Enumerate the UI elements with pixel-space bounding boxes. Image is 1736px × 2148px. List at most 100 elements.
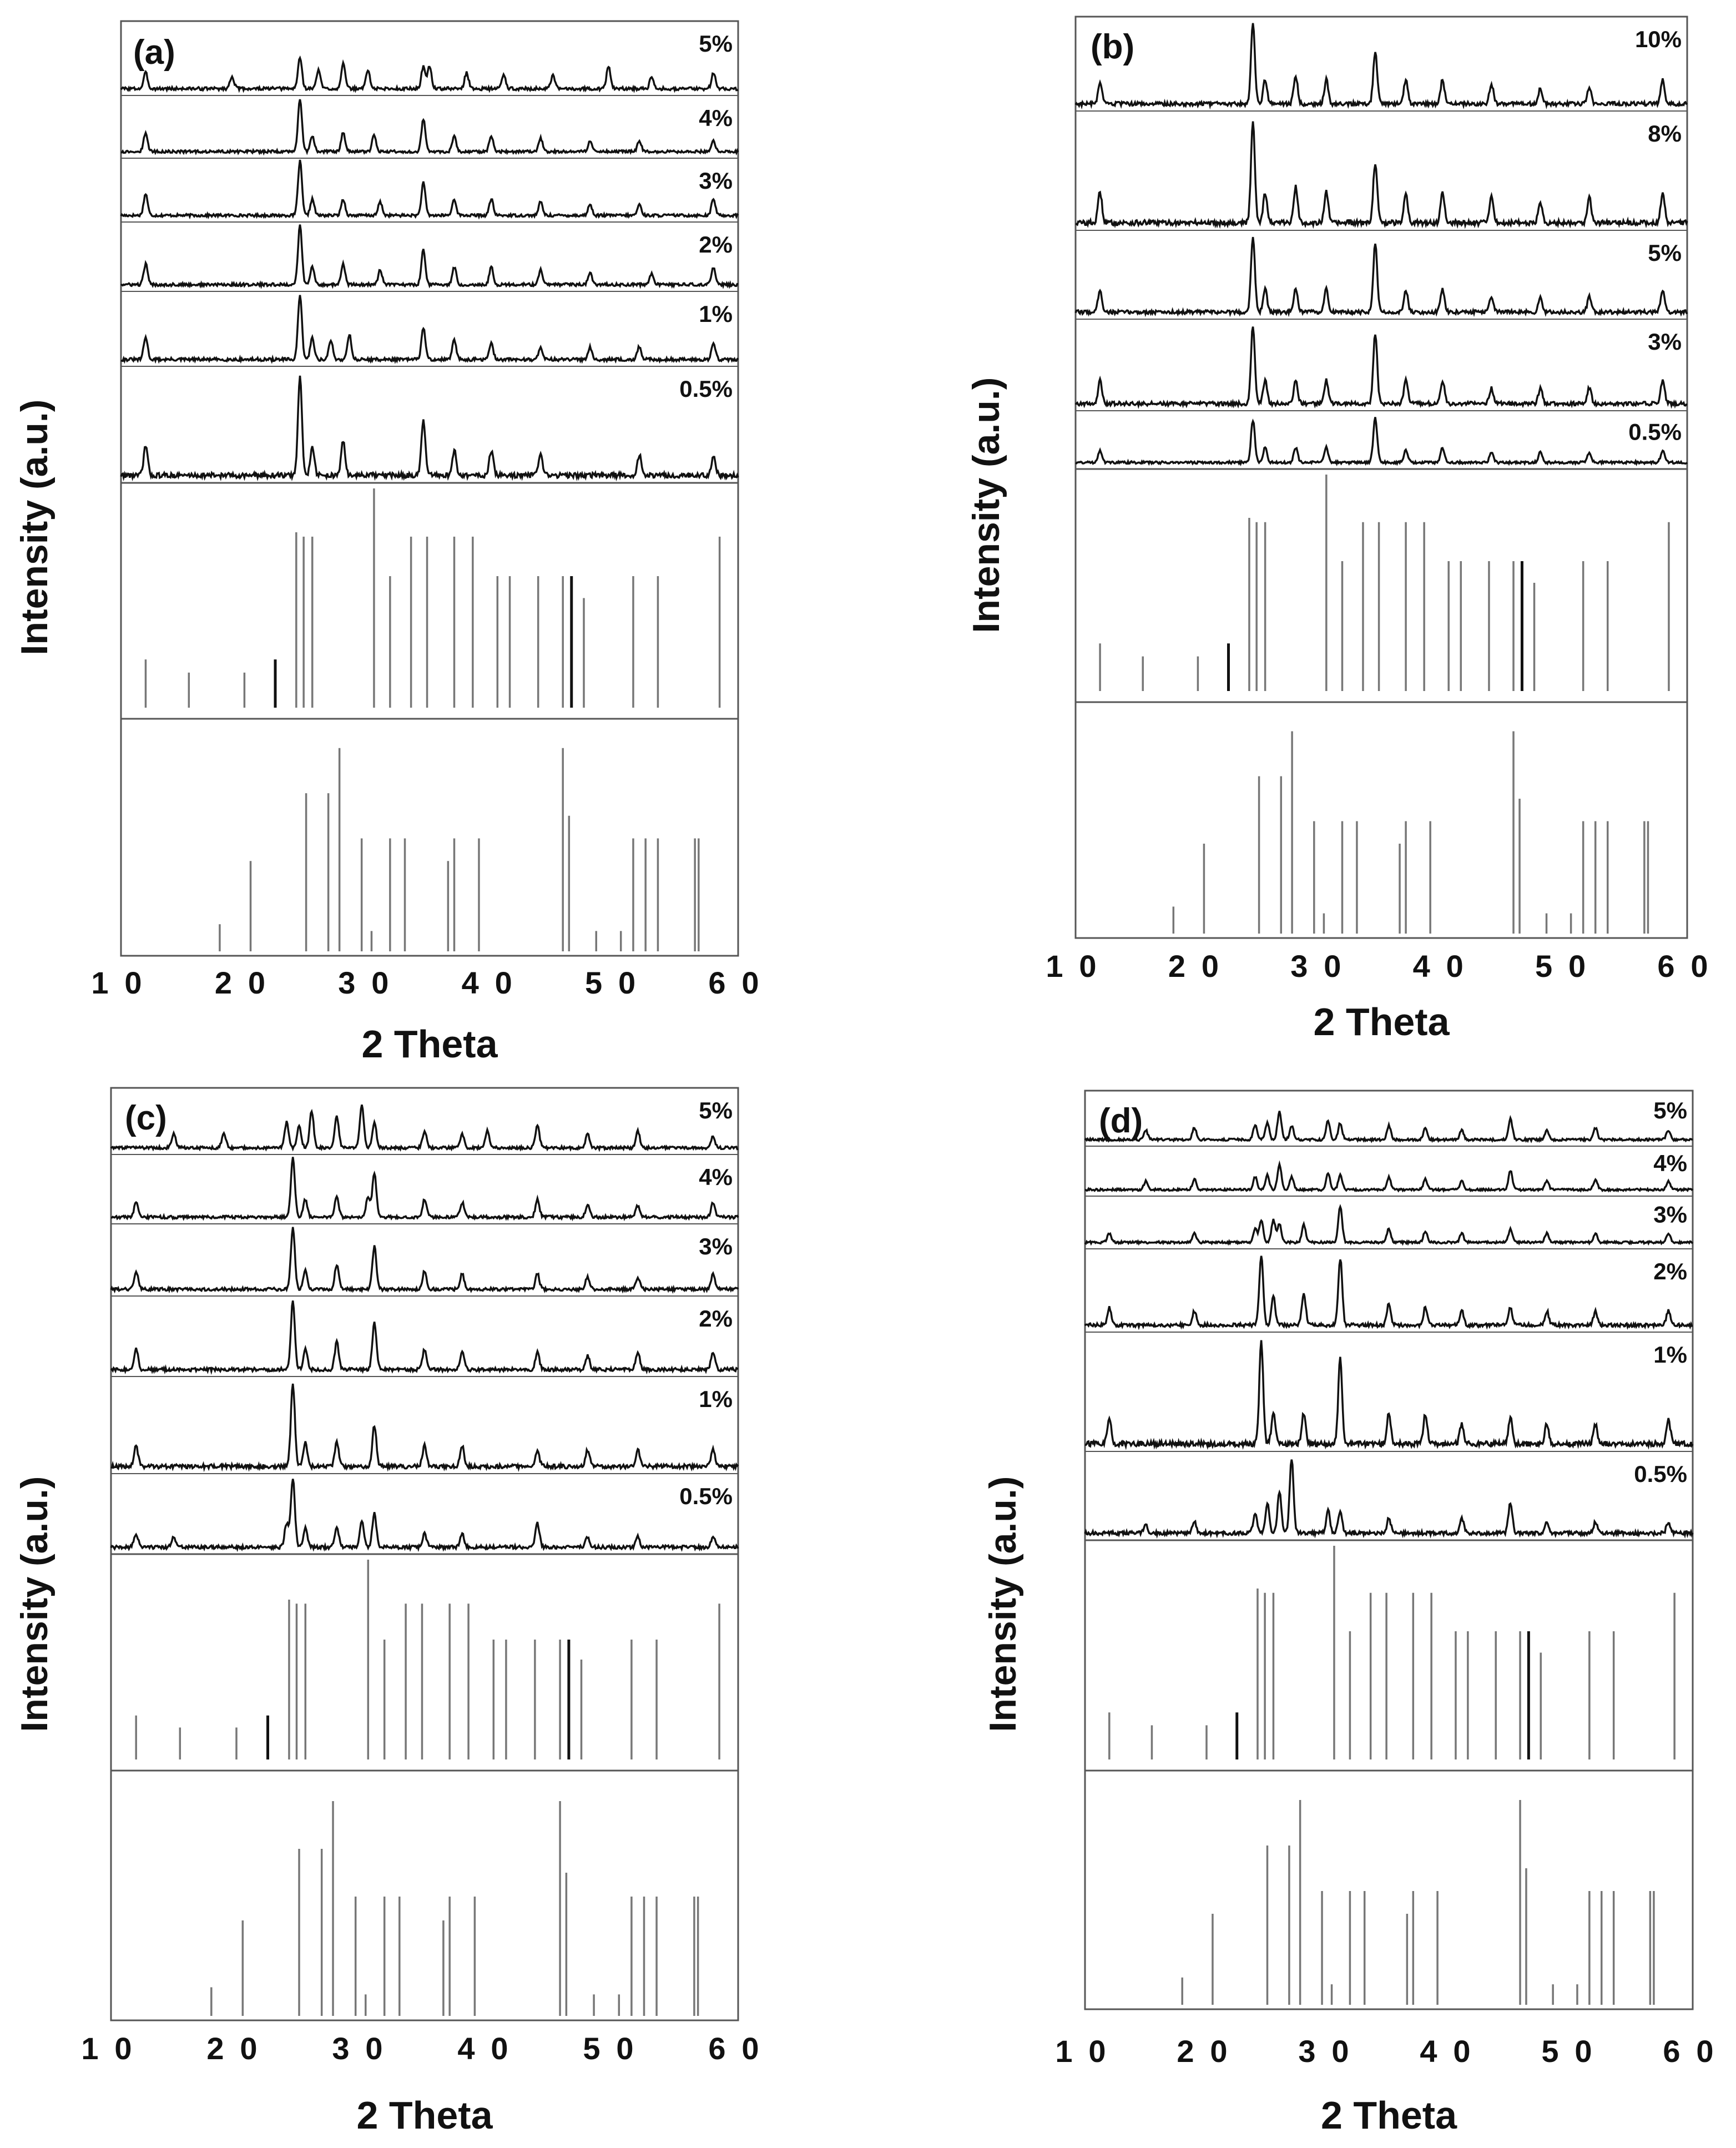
- panel-label: (c): [125, 1099, 167, 1137]
- x-tick-label: 6: [1663, 2034, 1680, 2069]
- series-label: 4%: [699, 105, 733, 131]
- x-tick-label: 6: [1657, 949, 1674, 984]
- x-tick-label: 0: [1210, 2034, 1227, 2069]
- x-tick-label: 2: [215, 965, 232, 1000]
- series-label: 2%: [699, 231, 733, 258]
- xrd-trace-3%: [1074, 326, 1688, 409]
- x-tick-label: 2: [1168, 949, 1185, 984]
- xrd-trace-0.5%: [1084, 1459, 1694, 1539]
- x-tick-label: 0: [618, 965, 635, 1000]
- x-tick-label: 0: [1331, 2034, 1349, 2069]
- x-tick-label: 5: [585, 965, 602, 1000]
- x-tick-label: 0: [741, 965, 759, 1000]
- trace-stack-frame: [1084, 1090, 1694, 1541]
- y-axis-label: Intensity (a.u.): [13, 400, 55, 656]
- ref2-frame: [110, 1769, 739, 2021]
- series-label: 0.5%: [679, 376, 733, 402]
- ref2-frame: [120, 718, 739, 957]
- x-axis-label: 2 Theta: [361, 1022, 498, 1066]
- xrd-trace-5%: [110, 1105, 739, 1152]
- x-axis-label: 2 Theta: [1321, 2094, 1457, 2137]
- series-label: 4%: [699, 1164, 733, 1190]
- x-tick-label: 0: [616, 2031, 633, 2066]
- x-tick-label: 5: [1535, 949, 1552, 984]
- x-tick-label: 0: [124, 965, 142, 1000]
- xrd-trace-4%: [111, 1157, 739, 1222]
- xrd-trace-4%: [120, 99, 739, 156]
- series-label: 0.5%: [679, 1483, 733, 1509]
- xrd-trace-5%: [1084, 1111, 1693, 1143]
- xrd-trace-5%: [1074, 236, 1688, 317]
- xrd-trace-1%: [120, 295, 739, 364]
- xrd-trace-1%: [1084, 1340, 1694, 1450]
- panel-label: (a): [133, 33, 175, 72]
- x-tick-label: 3: [1298, 2034, 1315, 2069]
- xrd-trace-10%: [1074, 23, 1688, 110]
- x-tick-label: 2: [1177, 2034, 1194, 2069]
- series-label: 10%: [1635, 26, 1682, 52]
- x-tick-label: 5: [583, 2031, 600, 2066]
- xrd-trace-1%: [110, 1383, 739, 1473]
- panel-label: (d): [1099, 1102, 1143, 1140]
- xrd-panel-c: 5%4%3%2%1%0.5%(c)Intensity (a.u.)1 0 2 0 3 0 4…: [13, 1087, 759, 2137]
- x-tick-label: 0: [491, 2031, 508, 2066]
- x-tick-label: 4: [457, 2031, 475, 2066]
- xrd-trace-3%: [120, 159, 739, 220]
- x-tick-label: 0: [371, 965, 388, 1000]
- xrd-trace-4%: [1084, 1160, 1694, 1193]
- x-tick-label: 5: [1541, 2034, 1558, 2069]
- series-label: 3%: [1653, 1202, 1687, 1228]
- x-tick-label: 1: [1046, 949, 1063, 984]
- x-tick-label: 0: [248, 965, 265, 1000]
- series-label: 1%: [699, 1386, 733, 1412]
- series-label: 1%: [699, 301, 733, 327]
- xrd-trace-3%: [110, 1227, 739, 1294]
- x-tick-label: 4: [462, 965, 479, 1000]
- trace-stack-frame: [110, 1087, 739, 1555]
- x-tick-label: 6: [708, 965, 725, 1000]
- x-tick-label: 0: [365, 2031, 382, 2066]
- xrd-trace-0.5%: [120, 375, 739, 482]
- xrd-trace-5%: [120, 55, 739, 94]
- x-tick-label: 1: [81, 2031, 98, 2066]
- y-axis-label: Intensity (a.u.): [965, 377, 1007, 633]
- y-axis-label: Intensity (a.u.): [982, 1476, 1024, 1732]
- x-tick-label: 0: [1568, 949, 1586, 984]
- x-axis-label: 2 Theta: [356, 2094, 493, 2137]
- series-label: 5%: [699, 1097, 733, 1123]
- series-label: 5%: [1648, 240, 1682, 266]
- x-tick-label: 3: [338, 965, 355, 1000]
- series-label: 4%: [1653, 1150, 1687, 1176]
- x-tick-label: 0: [1446, 949, 1464, 984]
- trace-stack-frame: [120, 20, 739, 484]
- series-label: 2%: [1653, 1258, 1687, 1284]
- x-tick-label: 0: [741, 2031, 759, 2066]
- ref2-frame: [1084, 1769, 1694, 2010]
- series-label: 0.5%: [1628, 419, 1682, 445]
- x-tick-label: 0: [1079, 949, 1096, 984]
- x-tick-label: 4: [1420, 2034, 1437, 2069]
- trace-stack-frame: [1074, 16, 1688, 470]
- ref2-frame: [1074, 701, 1688, 939]
- series-label: 3%: [1648, 329, 1682, 355]
- x-tick-label: 0: [114, 2031, 132, 2066]
- xrd-trace-3%: [1084, 1204, 1694, 1246]
- xrd-trace-0.5%: [110, 1479, 739, 1552]
- xrd-trace-2%: [120, 224, 739, 289]
- x-tick-label: 0: [1574, 2034, 1592, 2069]
- x-tick-label: 0: [1453, 2034, 1470, 2069]
- x-tick-label: 0: [1690, 949, 1708, 984]
- x-tick-label: 6: [708, 2031, 725, 2066]
- x-tick-label: 0: [240, 2031, 257, 2066]
- y-axis-label: Intensity (a.u.): [13, 1476, 55, 1732]
- x-tick-label: 3: [332, 2031, 349, 2066]
- series-label: 5%: [1653, 1097, 1687, 1123]
- x-tick-label: 0: [1696, 2034, 1713, 2069]
- x-axis-label: 2 Theta: [1313, 1000, 1450, 1043]
- xrd-trace-2%: [110, 1300, 739, 1375]
- xrd-trace-8%: [1075, 121, 1688, 229]
- x-tick-label: 0: [1202, 949, 1219, 984]
- series-label: 0.5%: [1634, 1461, 1687, 1487]
- x-tick-label: 4: [1413, 949, 1430, 984]
